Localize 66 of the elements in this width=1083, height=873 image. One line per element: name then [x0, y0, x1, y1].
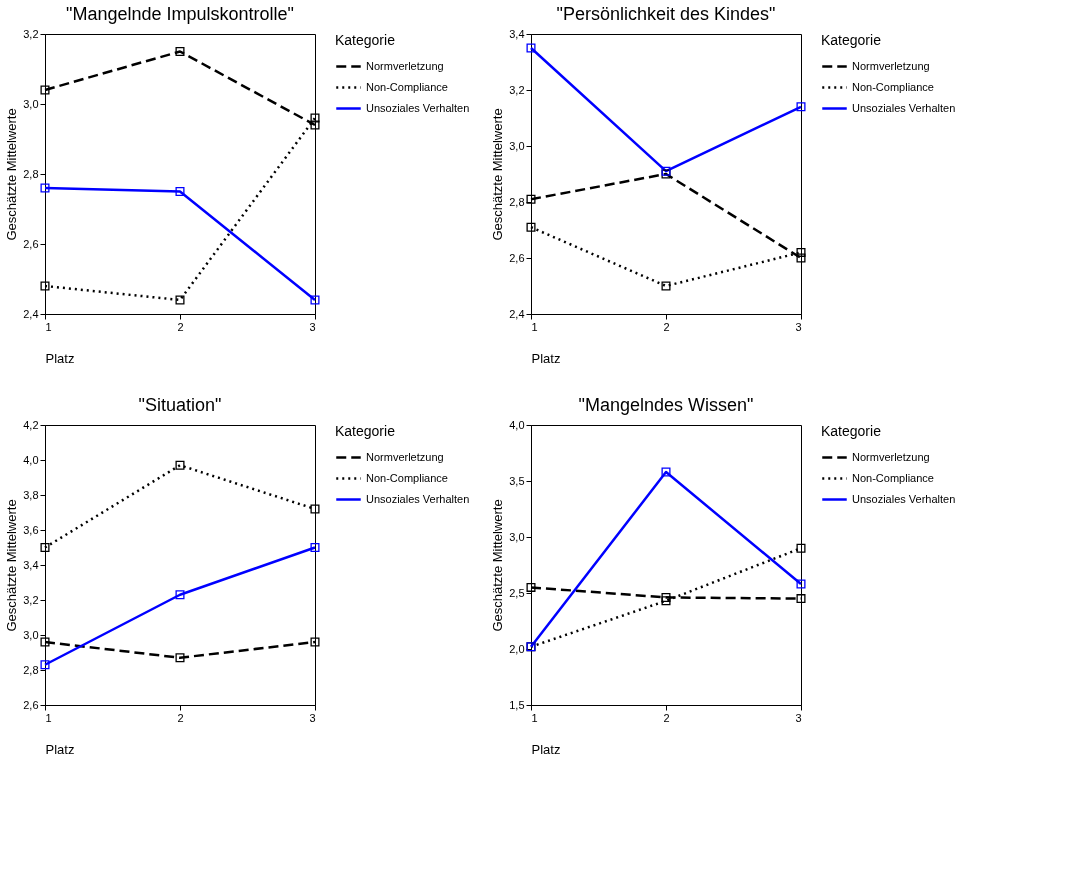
legend-label: Unsoziales Verhalten: [366, 492, 470, 505]
y-tick-label: 2,4: [509, 307, 525, 320]
x-tick-label: 2: [177, 711, 184, 724]
y-tick-label: 3,8: [23, 488, 39, 501]
y-axis-title: Geschätzte Mittelwerte: [490, 108, 506, 241]
y-tick-label: 2,6: [23, 237, 39, 250]
y-tick-label: 2,5: [509, 586, 525, 599]
legend-label: Normverletzung: [366, 59, 444, 72]
legend-label: Normverletzung: [852, 450, 930, 463]
x-tick-label: 3: [795, 320, 802, 333]
y-tick-label: 3,2: [23, 27, 39, 40]
y-axis-title: Geschätzte Mittelwerte: [4, 499, 20, 632]
y-tick-label: 2,8: [23, 663, 39, 676]
y-tick-label: 2,6: [23, 698, 39, 711]
x-tick-label: 2: [663, 711, 670, 724]
y-tick-label: 2,8: [23, 167, 39, 180]
x-axis-title: Platz: [531, 741, 561, 757]
legend-label: Non-Compliance: [852, 80, 934, 93]
x-tick-label: 1: [531, 711, 538, 724]
y-tick-label: 3,0: [509, 530, 525, 543]
y-tick-label: 3,2: [23, 593, 39, 606]
legend-label: Normverletzung: [852, 59, 930, 72]
x-tick-label: 1: [45, 320, 52, 333]
legend-title: Kategorie: [335, 32, 396, 48]
legend-title: Kategorie: [821, 423, 882, 439]
x-tick-label: 1: [45, 711, 52, 724]
legend-title: Kategorie: [821, 32, 882, 48]
y-tick-label: 3,0: [23, 628, 39, 641]
y-tick-label: 3,2: [509, 83, 525, 96]
x-axis-title: Platz: [531, 350, 561, 366]
y-axis-title: Geschätzte Mittelwerte: [4, 108, 20, 241]
x-tick-label: 3: [309, 711, 316, 724]
x-tick-label: 3: [795, 711, 802, 724]
y-tick-label: 4,0: [23, 453, 39, 466]
y-tick-label: 3,4: [509, 27, 525, 40]
legend-label: Non-Compliance: [366, 80, 448, 93]
y-tick-label: 4,2: [23, 418, 39, 431]
y-tick-label: 2,6: [509, 251, 525, 264]
x-axis-title: Platz: [45, 741, 75, 757]
y-tick-label: 4,0: [509, 418, 525, 431]
legend-label: Normverletzung: [366, 450, 444, 463]
x-tick-label: 3: [309, 320, 316, 333]
y-axis-title: Geschätzte Mittelwerte: [490, 499, 506, 632]
legend-title: Kategorie: [335, 423, 396, 439]
y-tick-label: 3,5: [509, 474, 525, 487]
x-tick-label: 2: [177, 320, 184, 333]
legend-label: Non-Compliance: [852, 471, 934, 484]
chart-title: "Mangelnde Impulskontrolle": [66, 4, 294, 24]
legend-label: Non-Compliance: [366, 471, 448, 484]
legend-label: Unsoziales Verhalten: [852, 101, 956, 114]
y-tick-label: 3,4: [23, 558, 39, 571]
y-tick-label: 2,8: [509, 195, 525, 208]
y-tick-label: 1,5: [509, 698, 525, 711]
x-tick-label: 2: [663, 320, 670, 333]
y-tick-label: 3,0: [509, 139, 525, 152]
x-tick-label: 1: [531, 320, 538, 333]
chart-title: "Mangelndes Wissen": [578, 395, 754, 415]
y-tick-label: 3,0: [23, 97, 39, 110]
x-axis-title: Platz: [45, 350, 75, 366]
y-tick-label: 2,0: [509, 642, 525, 655]
chart-title: "Persönlichkeit des Kindes": [556, 4, 776, 24]
y-tick-label: 3,6: [23, 523, 39, 536]
y-tick-label: 2,4: [23, 307, 39, 320]
chart-title: "Situation": [138, 395, 222, 415]
legend-label: Unsoziales Verhalten: [366, 101, 470, 114]
legend-label: Unsoziales Verhalten: [852, 492, 956, 505]
